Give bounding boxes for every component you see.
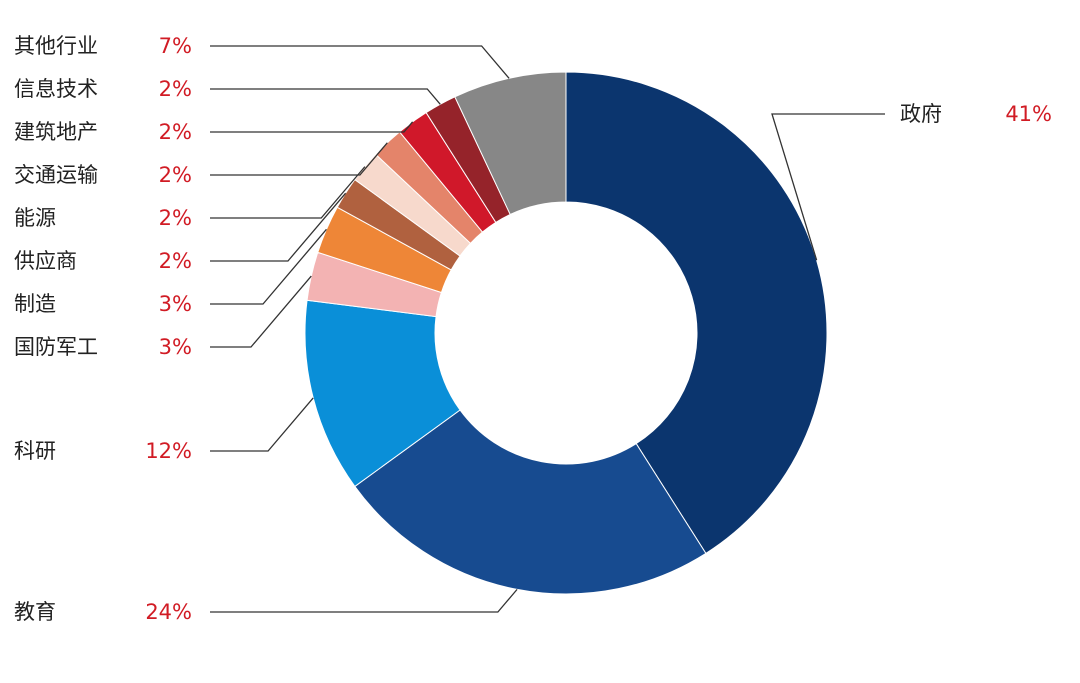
percent-label-0: 41% (1005, 102, 1052, 126)
category-label-5: 供应商 (14, 249, 77, 273)
category-label-1: 教育 (14, 600, 56, 624)
category-label-4: 制造 (14, 292, 56, 316)
percent-label-5: 2% (159, 249, 192, 273)
leader-line-0 (771, 113, 885, 261)
percent-label-4: 3% (159, 292, 192, 316)
category-label-0: 政府 (900, 102, 942, 126)
percent-label-6: 2% (159, 206, 192, 230)
leader-line-7 (210, 142, 388, 176)
category-label-6: 能源 (14, 206, 56, 230)
category-label-7: 交通运输 (14, 163, 98, 187)
category-label-8: 建筑地产 (14, 120, 98, 144)
category-label-9: 信息技术 (14, 77, 98, 101)
leader-line-4 (210, 228, 327, 305)
donut-slice-10 (454, 71, 567, 216)
percent-label-3: 3% (159, 335, 192, 359)
leader-lines-layer (210, 45, 885, 613)
leader-line-8 (210, 121, 414, 133)
labels-layer: 政府 41% 教育 24% 科研 12% 国防军工 3% 制造 3% 供应商 2% 能源 2% 交通运输 2%… (14, 34, 1052, 624)
leader-line-6 (210, 166, 366, 219)
percent-label-10: 7% (159, 34, 192, 58)
category-label-3: 国防军工 (14, 335, 98, 359)
leader-line-10 (210, 45, 510, 79)
percent-label-9: 2% (159, 77, 192, 101)
leader-line-1 (210, 588, 518, 613)
percent-label-8: 2% (159, 120, 192, 144)
leader-line-3 (210, 275, 312, 348)
donut-slice-0 (565, 71, 828, 555)
donut-slice-1 (354, 409, 707, 595)
category-label-2: 科研 (14, 439, 56, 463)
category-label-10: 其他行业 (14, 34, 98, 58)
slices-layer (304, 71, 828, 595)
percent-label-2: 12% (145, 439, 192, 463)
leader-line-5 (210, 192, 347, 262)
percent-label-7: 2% (159, 163, 192, 187)
leader-line-9 (210, 88, 441, 105)
percent-label-1: 24% (145, 600, 192, 624)
leader-line-2 (210, 397, 314, 452)
